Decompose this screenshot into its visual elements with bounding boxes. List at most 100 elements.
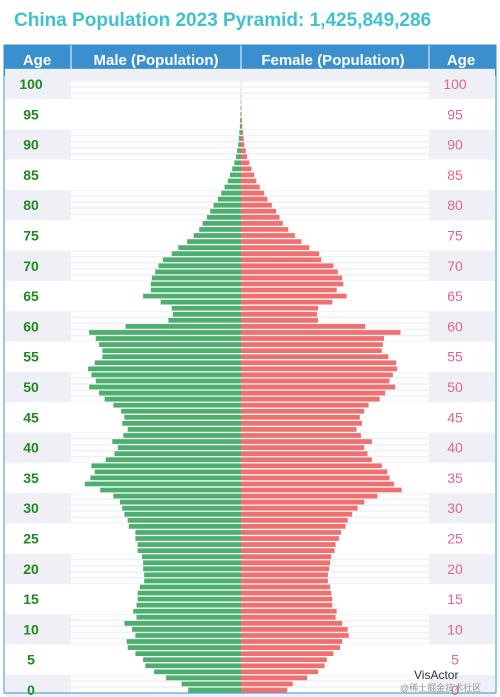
header-male: Male (Population) xyxy=(94,52,219,69)
header-age-left: Age xyxy=(23,52,51,69)
female-bar-age-82 xyxy=(241,190,265,196)
age-label-left: 35 xyxy=(23,470,39,486)
male-bar-age-28 xyxy=(127,517,241,523)
male-bar-age-32 xyxy=(113,493,241,499)
female-bar-age-77 xyxy=(241,221,283,226)
male-bar-age-11 xyxy=(124,620,241,626)
female-bar-age-25 xyxy=(241,536,339,541)
age-label-left: 100 xyxy=(19,76,43,92)
female-bar-age-5 xyxy=(241,657,327,663)
age-label-right: 40 xyxy=(447,440,463,456)
female-bar-age-93 xyxy=(241,124,243,129)
female-bar-age-6 xyxy=(241,651,334,657)
chart-title: China Population 2023 Pyramid: 1,425,849… xyxy=(14,10,432,31)
female-bar-age-84 xyxy=(241,178,257,184)
female-bar-age-57 xyxy=(241,342,383,347)
female-bar-age-40 xyxy=(241,445,365,450)
female-bar-age-52 xyxy=(241,372,393,378)
female-bar-age-34 xyxy=(241,481,394,487)
female-bar-age-59 xyxy=(241,330,401,335)
age-label-right: 50 xyxy=(447,379,463,395)
age-label-right: 0 xyxy=(451,682,459,697)
age-label-right: 85 xyxy=(447,167,463,183)
row-track xyxy=(71,99,429,105)
row-track xyxy=(71,160,429,166)
age-label-left: 5 xyxy=(27,652,35,668)
age-label-left: 25 xyxy=(23,531,39,547)
age-label-left: 60 xyxy=(23,318,39,334)
male-bar-age-79 xyxy=(210,208,241,214)
male-bar-age-22 xyxy=(142,554,241,560)
male-bar-age-35 xyxy=(90,475,241,481)
male-bar-age-37 xyxy=(91,463,242,469)
male-bar-age-42 xyxy=(123,433,241,438)
female-bar-age-30 xyxy=(241,505,358,511)
female-bar-age-3 xyxy=(241,669,318,675)
female-bar-age-12 xyxy=(241,614,336,620)
female-bar-age-54 xyxy=(241,360,397,366)
age-label-left: 70 xyxy=(23,258,39,274)
row-track xyxy=(71,117,429,123)
male-bar-age-38 xyxy=(105,457,241,463)
male-bar-age-34 xyxy=(84,481,241,487)
age-label-left: 15 xyxy=(23,591,39,607)
male-bar-age-70 xyxy=(158,263,241,269)
female-bar-age-68 xyxy=(241,275,343,281)
male-bar-age-10 xyxy=(132,627,241,632)
male-bar-age-94 xyxy=(240,117,241,123)
female-bar-age-11 xyxy=(241,620,343,626)
male-bar-age-78 xyxy=(206,214,241,220)
age-label-right: 10 xyxy=(447,621,463,637)
male-bar-age-31 xyxy=(120,499,241,505)
age-label-right: 5 xyxy=(451,652,459,668)
female-bar-age-94 xyxy=(241,117,242,123)
female-bar-age-89 xyxy=(241,148,246,154)
header-female: Female (Population) xyxy=(261,52,404,69)
male-bar-age-3 xyxy=(154,669,241,675)
male-bar-age-40 xyxy=(117,445,241,450)
male-bar-age-76 xyxy=(199,227,241,232)
age-label-right: 75 xyxy=(447,228,463,244)
female-bar-age-47 xyxy=(241,402,369,408)
male-bar-age-50 xyxy=(89,384,241,390)
male-bar-age-9 xyxy=(135,633,241,638)
age-label-left: 85 xyxy=(23,167,39,183)
female-bar-age-91 xyxy=(241,136,244,141)
female-bar-age-39 xyxy=(241,451,368,457)
age-label-right: 45 xyxy=(447,409,463,425)
male-bar-age-92 xyxy=(239,130,241,135)
age-label-right: 60 xyxy=(447,318,463,334)
female-bar-age-90 xyxy=(241,142,245,147)
female-bar-age-60 xyxy=(241,324,366,329)
female-bar-age-53 xyxy=(241,366,398,372)
male-bar-age-56 xyxy=(102,348,242,354)
female-bar-age-88 xyxy=(241,154,248,160)
male-bar-age-41 xyxy=(112,439,241,444)
female-bar-age-64 xyxy=(241,299,333,305)
female-bar-age-43 xyxy=(241,427,357,432)
female-bar-age-75 xyxy=(241,233,295,238)
female-bar-age-71 xyxy=(241,257,322,263)
female-bar-age-20 xyxy=(241,566,329,572)
female-bar-age-10 xyxy=(241,627,348,632)
age-label-left: 95 xyxy=(23,106,39,122)
female-bar-age-80 xyxy=(241,202,272,208)
male-bar-age-20 xyxy=(143,566,241,572)
male-bar-age-75 xyxy=(193,233,241,238)
male-bar-age-83 xyxy=(224,184,241,190)
female-bar-age-45 xyxy=(241,414,360,420)
age-label-left: 55 xyxy=(23,349,39,365)
male-bar-age-85 xyxy=(230,172,241,178)
female-bar-age-42 xyxy=(241,433,361,438)
male-bar-age-60 xyxy=(125,324,241,329)
female-bar-age-65 xyxy=(241,293,347,299)
male-bar-age-8 xyxy=(126,639,241,644)
male-bar-age-36 xyxy=(94,469,241,475)
male-bar-age-23 xyxy=(137,548,241,553)
female-bar-age-16 xyxy=(241,590,332,596)
age-label-left: 40 xyxy=(23,440,39,456)
female-bar-age-62 xyxy=(241,311,317,317)
male-bar-age-95 xyxy=(240,111,241,117)
